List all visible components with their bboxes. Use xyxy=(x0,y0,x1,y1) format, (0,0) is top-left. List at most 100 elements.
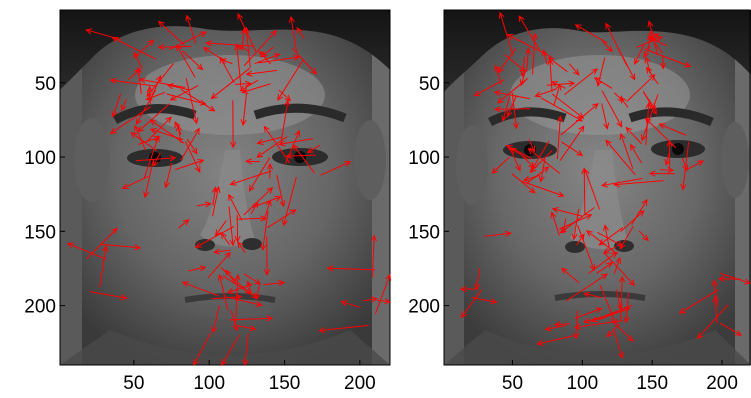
vector-shaft xyxy=(540,97,583,122)
vector-arrowhead xyxy=(550,211,557,219)
vector-shaft xyxy=(188,266,206,272)
vector-shaft xyxy=(588,252,618,275)
vector-arrowhead xyxy=(153,135,160,143)
vector-arrowhead xyxy=(515,164,521,172)
vector-shaft xyxy=(645,103,650,145)
vector-shaft xyxy=(236,44,242,90)
vector-arrowhead xyxy=(130,132,138,139)
vector-shaft xyxy=(602,41,613,52)
vector-shaft xyxy=(362,298,377,302)
vector-arrowhead xyxy=(557,191,565,198)
vector-arrowhead xyxy=(649,102,656,110)
vector-arrowhead xyxy=(306,147,314,153)
y-tick-label: 150 xyxy=(408,222,440,243)
vector-shaft xyxy=(292,144,316,174)
vector-arrowhead xyxy=(717,275,725,283)
vector-shaft xyxy=(122,175,149,189)
y-tick-label: 150 xyxy=(24,222,56,243)
vector-arrowhead xyxy=(214,229,222,237)
vector-shaft xyxy=(638,230,649,241)
vector-shaft xyxy=(230,170,272,185)
vector-shaft xyxy=(137,67,142,94)
vector-shaft xyxy=(257,136,283,144)
vector-shaft xyxy=(575,24,608,44)
vector-arrowhead xyxy=(619,132,626,141)
vector-shaft xyxy=(542,50,548,65)
vector-arrowhead xyxy=(211,326,218,334)
vector-shaft xyxy=(214,249,231,253)
vector-shaft xyxy=(594,77,613,89)
vector-arrowhead xyxy=(181,281,189,288)
vector-arrowhead xyxy=(616,120,623,128)
vector-shaft xyxy=(243,30,277,67)
vector-shaft xyxy=(203,47,227,63)
vector-shaft xyxy=(196,203,211,207)
vector-shaft xyxy=(206,42,253,47)
vector-arrowhead xyxy=(538,175,545,183)
vector-shaft xyxy=(247,281,253,296)
vector-arrowhead xyxy=(600,273,608,280)
vector-shaft xyxy=(280,100,289,145)
vector-shaft xyxy=(647,30,653,49)
vector-shaft xyxy=(130,132,158,152)
vector-arrowhead xyxy=(229,179,237,186)
vector-shaft xyxy=(619,225,634,250)
vector-shaft xyxy=(218,274,229,311)
vector-shaft xyxy=(714,296,718,324)
vector-shaft xyxy=(511,173,536,194)
vector-shaft xyxy=(166,93,206,105)
vector-arrowhead xyxy=(199,99,207,106)
vector-arrowhead xyxy=(175,124,182,132)
vector-shaft xyxy=(256,136,288,158)
vector-shaft xyxy=(531,140,550,171)
vector-shaft xyxy=(259,51,271,65)
vector-arrowhead xyxy=(193,127,200,135)
vector-shaft xyxy=(121,98,127,111)
vector-shaft xyxy=(507,34,553,58)
vector-shaft xyxy=(221,232,231,246)
vector-shaft xyxy=(150,119,185,144)
vector-shaft xyxy=(504,54,526,72)
vector-shaft xyxy=(520,70,527,86)
vector-arrowhead xyxy=(547,56,555,64)
vector-arrowhead xyxy=(208,105,216,112)
vector-arrowhead xyxy=(260,244,267,252)
vector-shaft xyxy=(561,141,583,156)
vector-arrowhead xyxy=(296,26,303,34)
vector-arrowhead xyxy=(279,200,286,208)
vector-shaft xyxy=(554,323,571,326)
vector-shaft xyxy=(645,57,651,74)
vector-shaft xyxy=(576,234,585,246)
vector-shaft xyxy=(278,89,291,101)
vector-arrowhead xyxy=(735,329,743,336)
vector-arrowhead xyxy=(493,90,501,97)
vector-shaft xyxy=(228,206,234,246)
x-tick-label: 100 xyxy=(566,373,598,394)
vector-shaft xyxy=(186,15,197,44)
vector-arrowhead xyxy=(647,20,654,28)
vector-shaft xyxy=(207,252,231,279)
vector-shaft xyxy=(584,169,600,210)
vector-shaft xyxy=(372,235,375,278)
vector-shaft xyxy=(682,141,690,190)
vector-shaft xyxy=(176,44,196,78)
vector-arrowhead xyxy=(210,92,218,100)
vector-shaft xyxy=(549,59,553,92)
right-face-photo xyxy=(444,10,751,365)
vector-shaft xyxy=(296,27,305,39)
vector-shaft xyxy=(620,210,645,232)
vector-shaft xyxy=(211,67,251,99)
vector-arrowhead xyxy=(285,152,293,159)
vector-shaft xyxy=(614,180,664,186)
vector-arrowhead xyxy=(385,273,392,281)
vector-arrowhead xyxy=(211,186,218,194)
vector-arrowhead xyxy=(529,166,537,173)
vector-shaft xyxy=(643,92,656,109)
vector-arrowhead xyxy=(578,233,585,241)
vector-arrowhead xyxy=(157,44,165,51)
vector-arrowhead xyxy=(648,74,656,81)
vector-arrowhead xyxy=(603,122,610,130)
vector-arrowhead xyxy=(217,273,224,281)
vector-shaft xyxy=(237,13,258,54)
vector-arrowhead xyxy=(553,321,561,328)
